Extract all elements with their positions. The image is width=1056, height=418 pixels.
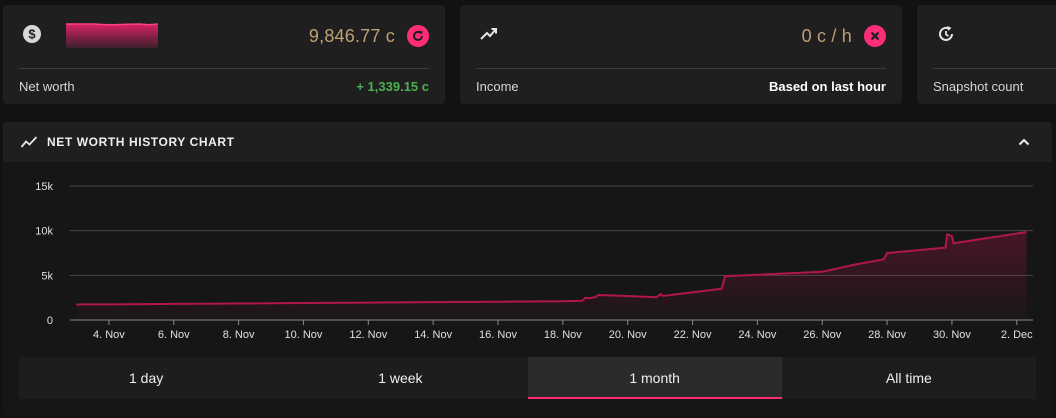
net-worth-card: $ 9,846.77 c Net worth + 1,339.15 c xyxy=(3,5,445,104)
x-tick-label: 22. Nov xyxy=(674,329,712,341)
collapse-button[interactable] xyxy=(1014,132,1034,152)
y-tick-label: 10k xyxy=(35,226,53,238)
range-1-day-button[interactable]: 1 day xyxy=(129,370,164,386)
net-worth-value: 9,846.77 c xyxy=(308,25,395,46)
series-area xyxy=(76,232,1027,320)
svg-text:$: $ xyxy=(28,27,36,42)
series-line xyxy=(76,231,1027,306)
x-tick-label: 26. Nov xyxy=(803,329,841,341)
snapshot-count-card: Snapshot count xyxy=(917,5,1056,104)
history-icon xyxy=(935,23,957,45)
net-worth-chart: 0 5k 10k 15k 4. Nov 6. Nov 8. Nov 10. Nov 12. N… xyxy=(35,181,1033,341)
x-tick-label: 14. Nov xyxy=(414,329,452,341)
range-1-week-button[interactable]: 1 week xyxy=(378,370,423,386)
x-tick-label: 4. Nov xyxy=(93,329,125,341)
sparkline-line xyxy=(66,23,158,26)
net-worth-card-top: $ 9,846.77 c xyxy=(19,5,429,69)
net-worth-delta: + 1,339.15 c xyxy=(356,79,429,94)
income-value: 0 c / h xyxy=(801,25,852,46)
y-tick-label: 5k xyxy=(41,270,53,282)
close-icon xyxy=(870,31,880,41)
sparkline-area xyxy=(66,24,158,48)
y-tick-label: 15k xyxy=(35,181,53,193)
reset-income-button[interactable] xyxy=(864,25,886,47)
panel-header: NET WORTH HISTORY CHART xyxy=(3,122,1052,162)
net-worth-label: Net worth xyxy=(19,79,75,94)
panel-title: NET WORTH HISTORY CHART xyxy=(47,135,235,149)
y-tick-label: 0 xyxy=(47,315,53,327)
snapshot-card-bottom: Snapshot count xyxy=(933,69,1056,104)
net-worth-value-group: 9,846.77 c xyxy=(309,25,429,47)
chart-series xyxy=(76,231,1027,320)
x-tick-label: 24. Nov xyxy=(738,329,776,341)
range-1-month-button[interactable]: 1 month xyxy=(527,357,783,399)
income-card-top: 0 c / h xyxy=(476,5,886,69)
trending-up-icon xyxy=(478,23,500,45)
net-worth-card-bottom: Net worth + 1,339.15 c xyxy=(19,69,429,104)
dollar-icon: $ xyxy=(21,23,43,45)
x-tick-label: 20. Nov xyxy=(609,329,647,341)
refresh-icon xyxy=(413,30,423,41)
y-axis: 0 5k 10k 15k xyxy=(35,181,53,327)
income-value-group: 0 c / h xyxy=(802,25,886,47)
x-tick-label: 30. Nov xyxy=(933,329,971,341)
x-tick-label: 2. Dec xyxy=(1001,329,1033,341)
net-worth-sparkline xyxy=(66,23,158,48)
income-card: 0 c / h Income Based on last hour xyxy=(460,5,902,104)
x-tick-label: 8. Nov xyxy=(223,329,255,341)
x-tick-label: 10. Nov xyxy=(284,329,322,341)
net-worth-history-panel: NET WORTH HISTORY CHART 0 5k 10k 15k 4. Nov… xyxy=(3,122,1052,416)
range-all-time-button[interactable]: All time xyxy=(885,370,932,386)
x-tick-label: 18. Nov xyxy=(544,329,582,341)
x-axis: 4. Nov 6. Nov 8. Nov 10. Nov 12. Nov 14. Nov 1… xyxy=(93,320,1033,341)
snapshot-count-label: Snapshot count xyxy=(933,79,1024,94)
refresh-button[interactable] xyxy=(407,25,429,47)
income-note: Based on last hour xyxy=(768,79,886,94)
chart-line-icon xyxy=(19,132,39,152)
x-tick-label: 12. Nov xyxy=(349,329,387,341)
chevron-up-icon xyxy=(1018,138,1030,146)
x-tick-label: 16. Nov xyxy=(479,329,517,341)
x-tick-label: 28. Nov xyxy=(868,329,906,341)
income-label: Income xyxy=(476,79,519,94)
income-card-bottom: Income Based on last hour xyxy=(476,69,886,104)
snapshot-card-top xyxy=(933,5,1056,69)
range-selector: 1 day 1 week 1 month All time xyxy=(19,357,1036,399)
x-tick-label: 6. Nov xyxy=(158,329,190,341)
